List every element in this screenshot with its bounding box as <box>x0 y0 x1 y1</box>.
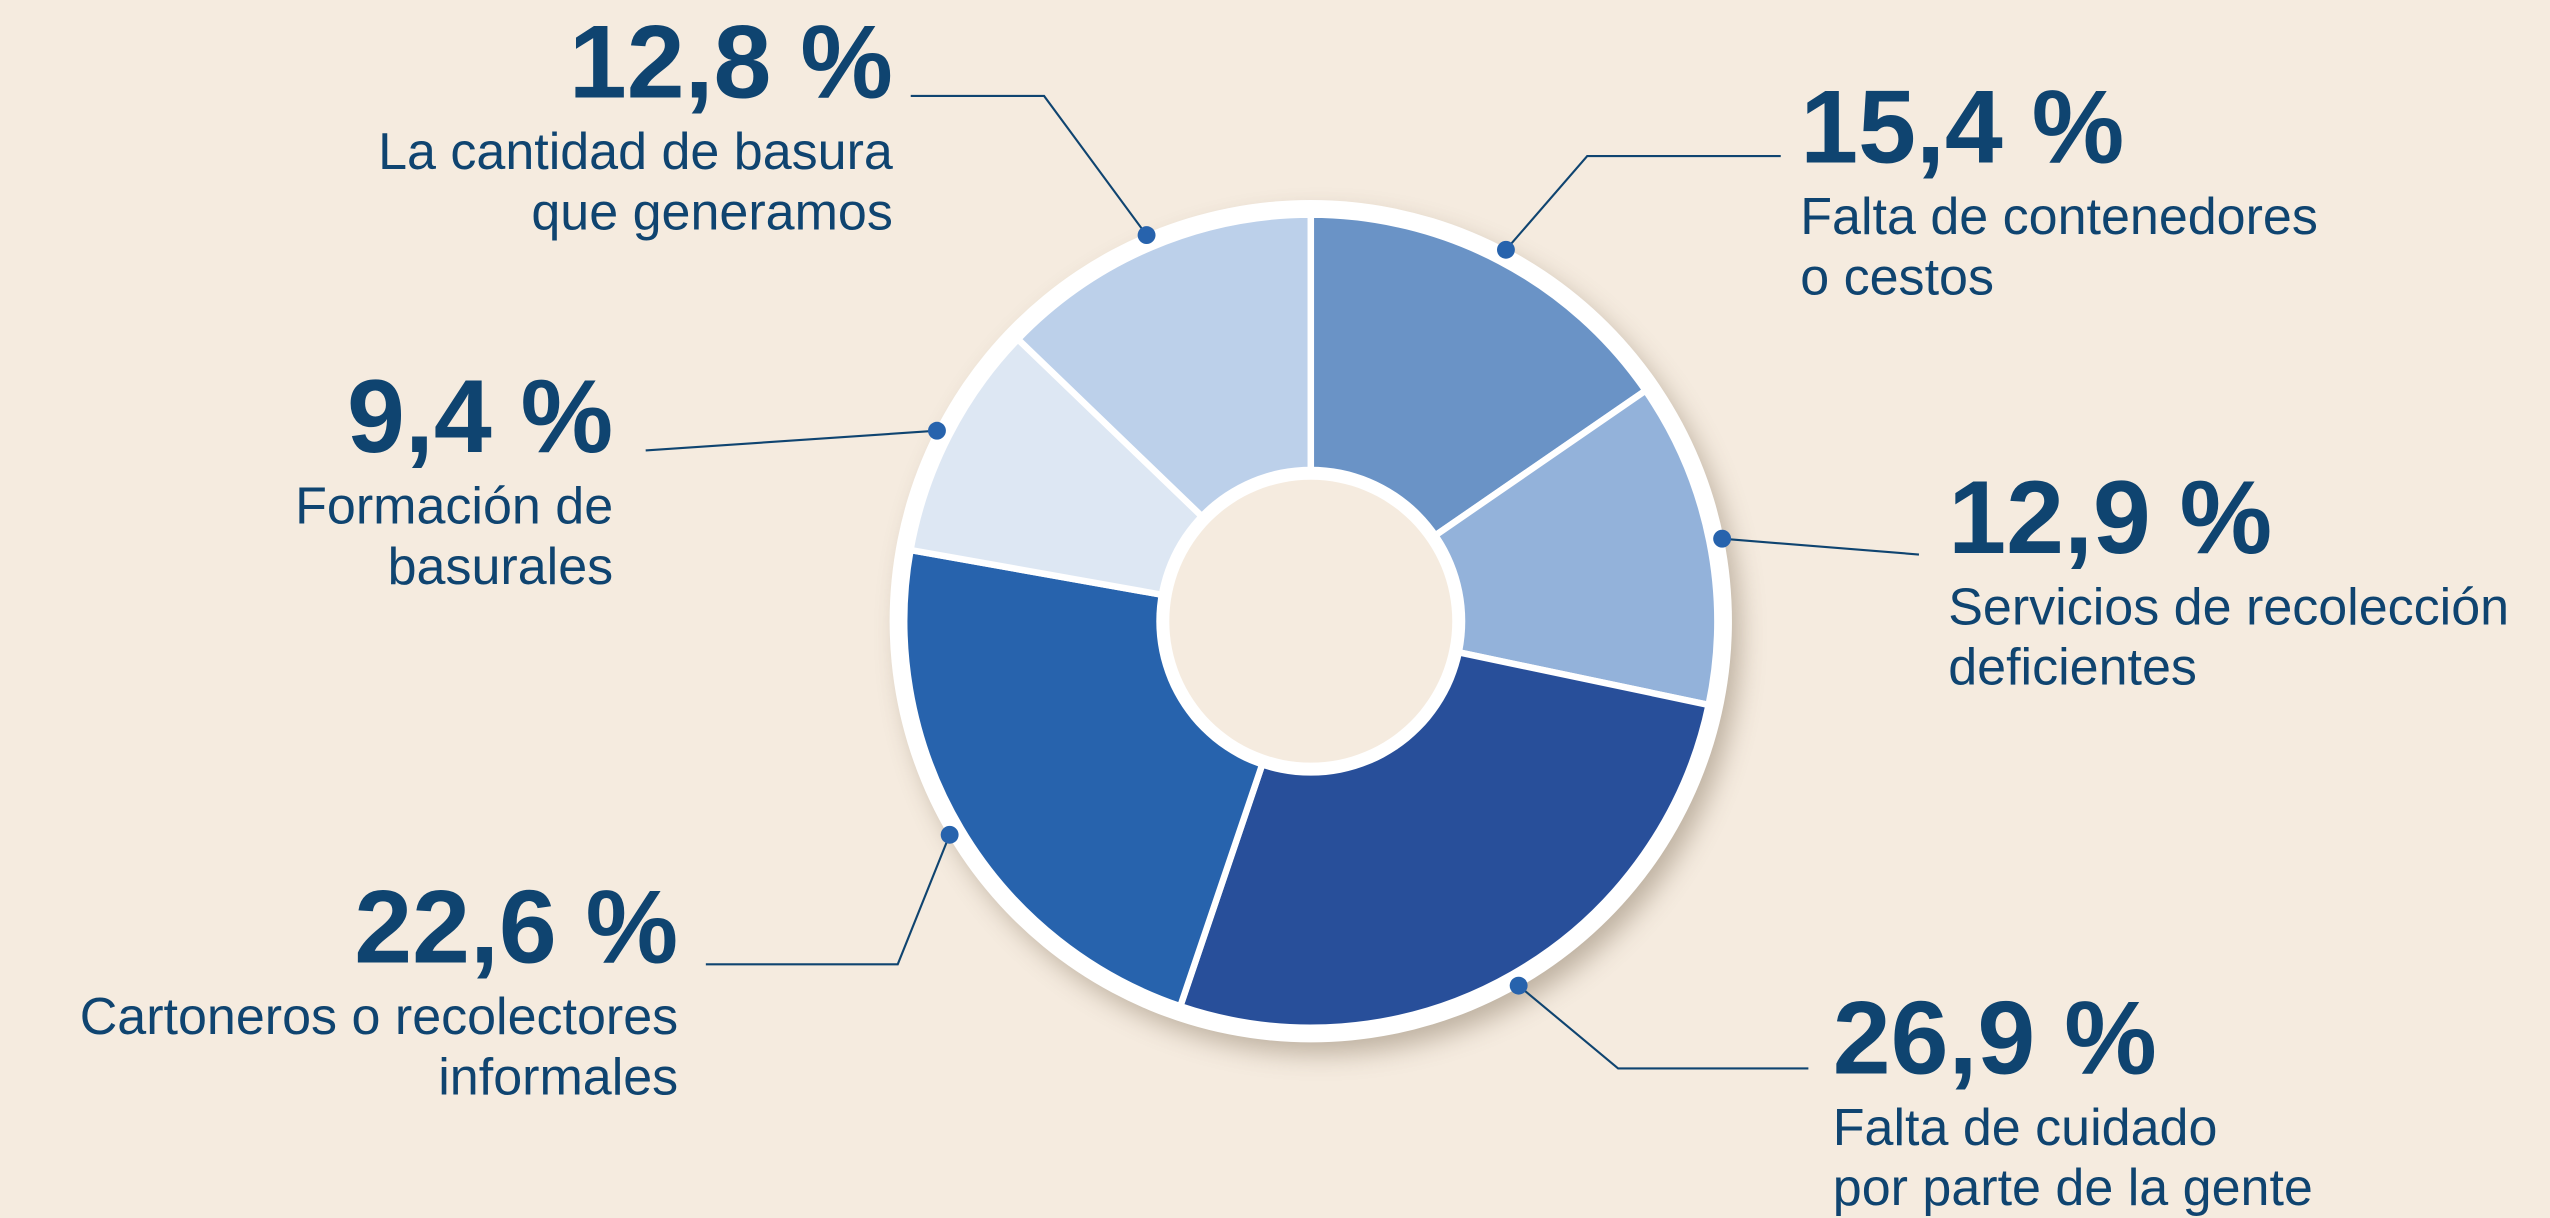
category-label: basurales <box>388 538 614 596</box>
leader-dot <box>1137 226 1156 245</box>
value-label: 12,9 % <box>1948 460 2272 576</box>
value-label: 12,8 % <box>569 5 893 121</box>
hole <box>1169 479 1453 763</box>
category-label: Formación de <box>295 478 613 536</box>
leader-dot <box>940 825 959 844</box>
leader-dot <box>1713 529 1732 548</box>
leader-line <box>1722 537 1920 556</box>
category-label: que generamos <box>531 183 892 241</box>
category-label: La cantidad de basura <box>378 123 893 181</box>
leader-dot <box>1496 240 1515 259</box>
category-label: o cestos <box>1800 248 1994 306</box>
category-label: Falta de cuidado <box>1833 1099 2218 1157</box>
value-label: 26,9 % <box>1833 980 2157 1096</box>
value-label: 15,4 % <box>1800 70 2124 186</box>
leader-dot <box>1509 976 1528 995</box>
leader-line <box>705 834 951 966</box>
category-label: Falta de contenedores <box>1800 188 2318 246</box>
leader-line <box>910 94 1148 236</box>
leader-line <box>1505 155 1781 251</box>
category-label: deficientes <box>1948 639 2197 697</box>
category-label: Cartoneros o recolectores <box>80 988 678 1046</box>
leader-line <box>1517 984 1809 1070</box>
leader-line <box>645 429 938 452</box>
category-label: informales <box>438 1048 678 1106</box>
value-label: 9,4 % <box>347 359 613 475</box>
category-label: por parte de la gente <box>1833 1159 2313 1217</box>
category-label: Servicios de recolección <box>1948 578 2509 636</box>
leader-dot <box>928 421 946 440</box>
value-label: 22,6 % <box>354 870 678 986</box>
